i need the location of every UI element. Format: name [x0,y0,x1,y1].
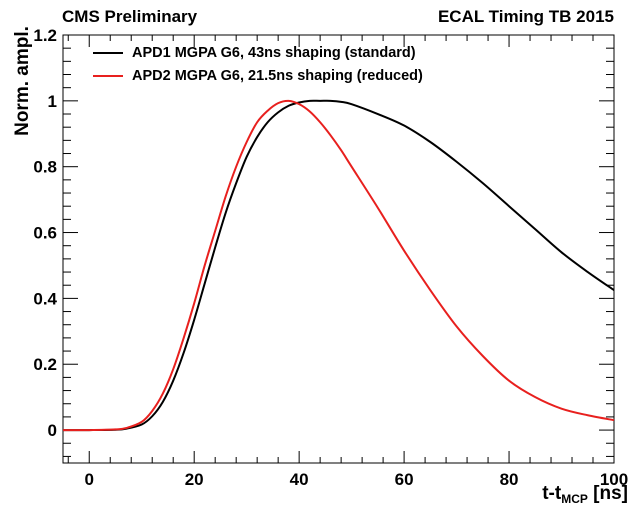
x-tick-label: 0 [85,470,94,489]
legend-line-standard [93,52,123,54]
legend-entry-standard: APD1 MGPA G6, 43ns shaping (standard) [93,43,416,63]
y-tick-label: 0 [48,421,57,440]
y-tick-label: 0.6 [33,224,57,243]
x-tick-label: 100 [600,470,628,489]
legend-label-standard: APD1 MGPA G6, 43ns shaping (standard) [132,45,416,61]
y-tick-label: 0.2 [33,355,57,374]
y-tick-label: 1.2 [33,26,57,45]
y-tick-label: 0.8 [33,158,57,177]
x-axis-label-main: t-t [542,483,562,504]
plot-frame [62,34,615,464]
x-axis-label-subscript: MCP [561,492,588,506]
header-right-label: ECAL Timing TB 2015 [437,7,614,26]
header-left-label: CMS Preliminary [62,7,198,26]
x-tick-label: 20 [185,470,204,489]
y-tick-label: 0.4 [33,289,57,308]
x-tick-label: 80 [500,470,519,489]
x-tick-label: 60 [395,470,414,489]
x-axis-label-unit: [ns] [587,483,628,504]
y-axis-label: Norm. ampl. [12,26,33,136]
x-axis-label: t-tMCP [ns] [542,483,628,506]
legend-entry-reduced: APD2 MGPA G6, 21.5ns shaping (reduced) [93,66,423,86]
x-tick-label: 40 [290,470,309,489]
legend-line-reduced [93,75,123,77]
series-line-standard [62,99,615,432]
y-tick-label: 1 [48,92,57,111]
legend-label-reduced: APD2 MGPA G6, 21.5ns shaping (reduced) [132,68,423,84]
series-line-reduced [62,99,615,432]
